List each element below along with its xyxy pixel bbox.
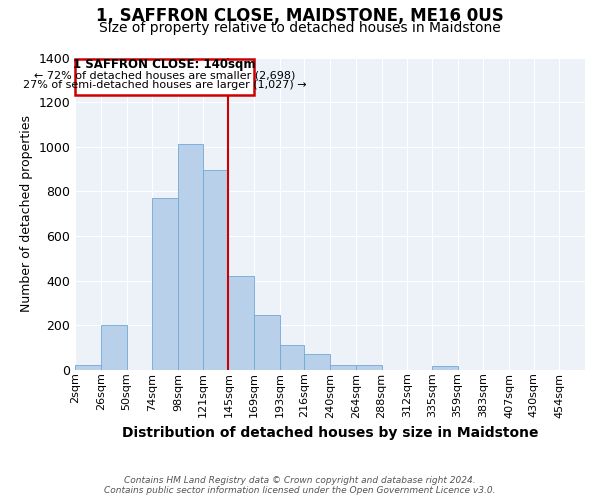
X-axis label: Distribution of detached houses by size in Maidstone: Distribution of detached houses by size … bbox=[122, 426, 538, 440]
Text: 1, SAFFRON CLOSE, MAIDSTONE, ME16 0US: 1, SAFFRON CLOSE, MAIDSTONE, ME16 0US bbox=[96, 8, 504, 26]
Bar bbox=[432, 366, 458, 370]
Y-axis label: Number of detached properties: Number of detached properties bbox=[20, 115, 33, 312]
Bar bbox=[330, 366, 356, 370]
Bar bbox=[229, 276, 254, 370]
Text: Contains HM Land Registry data © Crown copyright and database right 2024.
Contai: Contains HM Land Registry data © Crown c… bbox=[104, 476, 496, 495]
Bar bbox=[280, 345, 304, 370]
Text: 27% of semi-detached houses are larger (1,027) →: 27% of semi-detached houses are larger (… bbox=[23, 80, 307, 90]
Bar bbox=[254, 315, 280, 370]
Bar bbox=[178, 144, 203, 370]
Text: Size of property relative to detached houses in Maidstone: Size of property relative to detached ho… bbox=[99, 21, 501, 35]
Text: ← 72% of detached houses are smaller (2,698): ← 72% of detached houses are smaller (2,… bbox=[34, 70, 295, 81]
Bar bbox=[304, 354, 330, 370]
Text: 1 SAFFRON CLOSE: 140sqm: 1 SAFFRON CLOSE: 140sqm bbox=[73, 58, 256, 71]
Bar bbox=[75, 366, 101, 370]
Bar bbox=[101, 325, 127, 370]
Bar bbox=[203, 170, 229, 370]
Bar bbox=[356, 366, 382, 370]
FancyBboxPatch shape bbox=[75, 58, 254, 96]
Bar bbox=[152, 198, 178, 370]
